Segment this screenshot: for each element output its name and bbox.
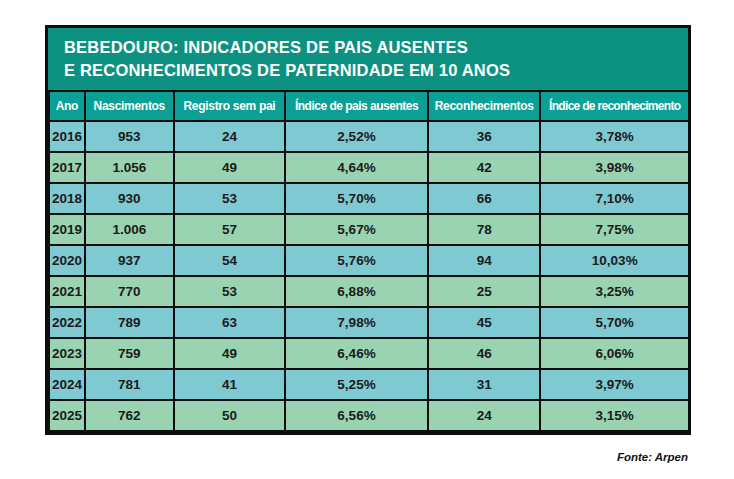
cell-nascimentos: 937 [85, 245, 174, 276]
col-header-ano: Ano [49, 91, 85, 121]
cell-nascimentos: 953 [85, 121, 174, 152]
cell-indice-reconhecimento: 3,78% [540, 121, 689, 152]
table-row-2021: 2021 770 53 6,88% 25 3,25% [49, 276, 689, 307]
cell-indice-pais-ausentes: 6,88% [285, 276, 428, 307]
cell-indice-reconhecimento: 6,06% [540, 338, 689, 369]
cell-nascimentos: 930 [85, 183, 174, 214]
col-header-indice-pais-ausentes: Índice de pais ausentes [285, 91, 428, 121]
col-header-reconhecimentos: Reconhecimentos [428, 91, 541, 121]
cell-year: 2018 [49, 183, 85, 214]
cell-nascimentos: 759 [85, 338, 174, 369]
cell-registro-sem-pai: 49 [174, 152, 285, 183]
cell-registro-sem-pai: 54 [174, 245, 285, 276]
cell-indice-reconhecimento: 7,75% [540, 214, 689, 245]
cell-indice-reconhecimento: 7,10% [540, 183, 689, 214]
cell-year: 2022 [49, 307, 85, 338]
cell-nascimentos: 789 [85, 307, 174, 338]
cell-nascimentos: 1.006 [85, 214, 174, 245]
cell-registro-sem-pai: 63 [174, 307, 285, 338]
cell-registro-sem-pai: 53 [174, 276, 285, 307]
cell-reconhecimentos: 36 [428, 121, 541, 152]
cell-indice-pais-ausentes: 5,76% [285, 245, 428, 276]
table-row-2022: 2022 789 63 7,98% 45 5,70% [49, 307, 689, 338]
cell-indice-reconhecimento: 10,03% [540, 245, 689, 276]
cell-indice-pais-ausentes: 5,67% [285, 214, 428, 245]
cell-registro-sem-pai: 57 [174, 214, 285, 245]
cell-indice-reconhecimento: 3,15% [540, 400, 689, 431]
header-row: Ano Nascimentos Registro sem pai Índice … [49, 91, 689, 121]
cell-indice-reconhecimento: 3,25% [540, 276, 689, 307]
cell-indice-pais-ausentes: 5,25% [285, 369, 428, 400]
cell-reconhecimentos: 45 [428, 307, 541, 338]
col-header-registro-sem-pai: Registro sem pai [174, 91, 285, 121]
table-row-2025: 2025 762 50 6,56% 24 3,15% [49, 400, 689, 431]
table-row-2016: 2016 953 24 2,52% 36 3,78% [49, 121, 689, 152]
cell-year: 2016 [49, 121, 85, 152]
cell-reconhecimentos: 24 [428, 400, 541, 431]
cell-registro-sem-pai: 24 [174, 121, 285, 152]
cell-reconhecimentos: 66 [428, 183, 541, 214]
table-row-2024: 2024 781 41 5,25% 31 3,97% [49, 369, 689, 400]
table-row-2018: 2018 930 53 5,70% 66 7,10% [49, 183, 689, 214]
title-line-2: E RECONHECIMENTOS DE PATERNIDADE EM 10 A… [64, 59, 678, 82]
cell-year: 2023 [49, 338, 85, 369]
cell-registro-sem-pai: 41 [174, 369, 285, 400]
cell-nascimentos: 762 [85, 400, 174, 431]
title-line-1: BEBEDOURO: INDICADORES DE PAIS AUSENTES [64, 36, 678, 59]
col-header-nascimentos: Nascimentos [85, 91, 174, 121]
table-row-2019: 2019 1.006 57 5,67% 78 7,75% [49, 214, 689, 245]
table-row-2017: 2017 1.056 49 4,64% 42 3,98% [49, 152, 689, 183]
cell-nascimentos: 770 [85, 276, 174, 307]
cell-year: 2020 [49, 245, 85, 276]
cell-reconhecimentos: 42 [428, 152, 541, 183]
cell-indice-pais-ausentes: 4,64% [285, 152, 428, 183]
table-row-2020: 2020 937 54 5,76% 94 10,03% [49, 245, 689, 276]
infographic-canvas: BEBEDOURO: INDICADORES DE PAIS AUSENTES … [0, 0, 734, 479]
cell-year: 2024 [49, 369, 85, 400]
table-title: BEBEDOURO: INDICADORES DE PAIS AUSENTES … [48, 28, 688, 90]
cell-year: 2025 [49, 400, 85, 431]
cell-indice-pais-ausentes: 2,52% [285, 121, 428, 152]
cell-year: 2017 [49, 152, 85, 183]
cell-indice-pais-ausentes: 6,56% [285, 400, 428, 431]
cell-year: 2021 [49, 276, 85, 307]
cell-registro-sem-pai: 49 [174, 338, 285, 369]
col-header-indice-reconhecimento: Índice de reconhecimento [540, 91, 689, 121]
cell-registro-sem-pai: 53 [174, 183, 285, 214]
cell-indice-reconhecimento: 3,98% [540, 152, 689, 183]
source-credit: Fonte: Arpen [617, 451, 688, 463]
cell-indice-pais-ausentes: 7,98% [285, 307, 428, 338]
cell-year: 2019 [49, 214, 85, 245]
cell-reconhecimentos: 31 [428, 369, 541, 400]
cell-nascimentos: 781 [85, 369, 174, 400]
cell-indice-pais-ausentes: 5,70% [285, 183, 428, 214]
cell-nascimentos: 1.056 [85, 152, 174, 183]
cell-reconhecimentos: 78 [428, 214, 541, 245]
table-row-2023: 2023 759 49 6,46% 46 6,06% [49, 338, 689, 369]
cell-reconhecimentos: 25 [428, 276, 541, 307]
cell-indice-pais-ausentes: 6,46% [285, 338, 428, 369]
cell-indice-reconhecimento: 3,97% [540, 369, 689, 400]
data-table: Ano Nascimentos Registro sem pai Índice … [48, 90, 690, 432]
cell-reconhecimentos: 46 [428, 338, 541, 369]
cell-registro-sem-pai: 50 [174, 400, 285, 431]
cell-indice-reconhecimento: 5,70% [540, 307, 689, 338]
indicators-table-panel: BEBEDOURO: INDICADORES DE PAIS AUSENTES … [45, 25, 691, 435]
cell-reconhecimentos: 94 [428, 245, 541, 276]
